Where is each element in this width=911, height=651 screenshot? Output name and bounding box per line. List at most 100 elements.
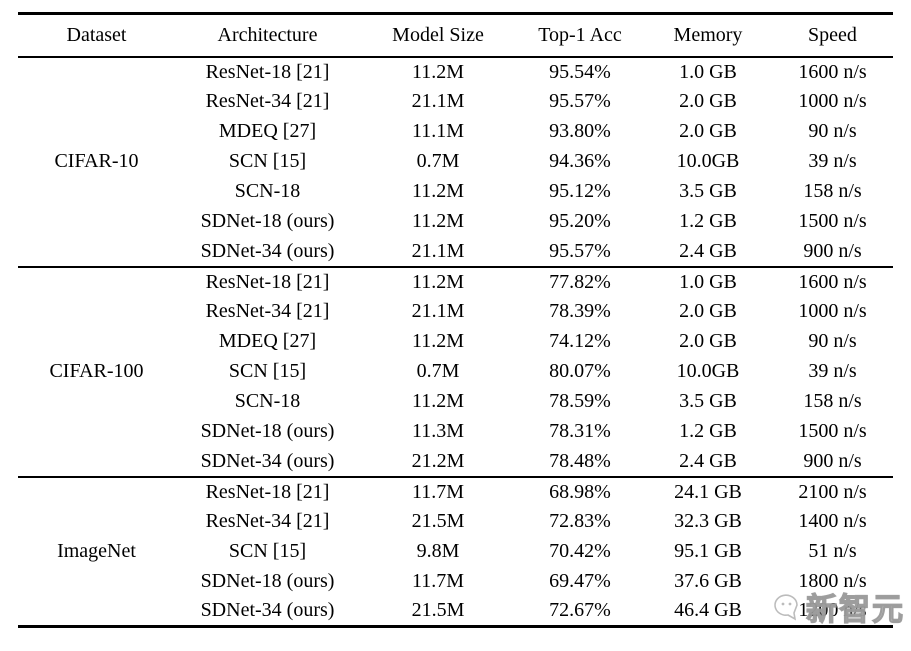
cell-top1-acc: 93.80% [549,120,611,142]
cell-memory: 2.0 GB [679,120,737,142]
table-row: SCN [15] 0.7M 80.07% 10.0GB 39 n/s [18,357,893,387]
table-row: MDEQ [27] 11.2M 74.12% 2.0 GB 90 n/s [18,327,893,357]
cell-memory: 37.6 GB [674,570,742,592]
cell-model-size: 11.2M [411,180,465,202]
cell-memory: 3.5 GB [679,180,737,202]
cell-top1-acc: 78.48% [549,449,611,472]
cell-architecture: SCN [15] [228,150,307,172]
table-header: Dataset Architecture Model Size Top-1 Acc Me… [18,13,893,58]
cell-architecture: SCN [15] [228,360,307,382]
table-row: ResNet-34 [21] 21.5M 72.83% 32.3 GB 1400 n/s [18,507,893,537]
cell-model-size: 11.2M [411,390,465,412]
cell-top1-acc: 70.42% [549,540,611,562]
cell-model-size: 11.7M [411,570,465,592]
cell-model-size: 21.1M [411,239,465,262]
cell-architecture: ResNet-34 [21] [205,300,330,322]
table-row: SCN [15] 0.7M 94.36% 10.0GB 39 n/s [18,147,893,177]
cell-architecture: SDNet-34 (ours) [200,239,335,262]
cell-architecture: SDNet-18 (ours) [200,570,335,592]
cell-memory: 95.1 GB [674,540,742,562]
table-row: MDEQ [27] 11.1M 93.80% 2.0 GB 90 n/s [18,117,893,147]
table-row: ResNet-34 [21] 21.1M 78.39% 2.0 GB 1000 n/s [18,297,893,327]
cell-memory: 3.5 GB [679,390,737,412]
cell-architecture: SCN-18 [234,390,301,412]
cell-memory: 24.1 GB [644,475,772,507]
cell-speed: 1200 n/s [798,599,867,622]
dataset-label: CIFAR-100 [18,265,175,477]
cell-architecture: MDEQ [27] [218,330,317,352]
section-cifar-100: CIFAR-100 ResNet-18 [21] 11.2M 77.82% 1.0 GB… [18,265,893,477]
cell-top1-acc: 94.36% [549,150,611,172]
cell-memory: 2.4 GB [679,239,737,262]
table-row: CIFAR-100 ResNet-18 [21] 11.2M 77.82% 1.0 GB… [18,265,893,477]
cell-speed: 39 n/s [808,360,857,382]
cell-model-size: 11.2M [411,210,465,232]
table-row: SCN-18 11.2M 78.59% 3.5 GB 158 n/s [18,387,893,417]
cell-speed: 1000 n/s [798,300,867,322]
cell-memory: 2.0 GB [679,300,737,322]
cell-model-size: 11.2M [411,330,465,352]
table-row: SDNet-18 (ours) 11.2M 95.20% 1.2 GB 1500 n/s [18,207,893,237]
table-row: SDNet-34 (ours) 21.1M 95.57% 2.4 GB 900 n/s [18,237,893,267]
cell-memory: 10.0GB [676,150,740,172]
cell-speed: 1000 n/s [798,90,867,112]
cell-model-size: 0.7M [416,360,460,382]
cell-top1-acc: 74.12% [549,330,611,352]
cell-memory: 1.2 GB [679,210,737,232]
cell-top1-acc: 69.47% [549,570,611,592]
column-header-speed: Speed [772,13,893,58]
cell-top1-acc: 72.67% [549,599,611,622]
cell-top1-acc: 95.20% [549,210,611,232]
cell-speed: 51 n/s [808,540,857,562]
cell-memory: 1.0 GB [644,265,772,297]
cell-architecture: SDNet-18 (ours) [200,210,335,232]
table-header-row: Dataset Architecture Model Size Top-1 Acc Me… [18,13,893,58]
cell-model-size: 21.1M [411,90,465,112]
table-row: SDNet-18 (ours) 11.3M 78.31% 1.2 GB 1500 n/s [18,417,893,447]
cell-architecture: ResNet-18 [21] [175,475,360,507]
cell-model-size: 9.8M [416,540,460,562]
cell-model-size: 21.2M [411,449,465,472]
cell-speed: 1500 n/s [798,210,867,232]
table-row: SCN [15] 9.8M 70.42% 95.1 GB 51 n/s [18,537,893,567]
cell-speed: 1600 n/s [798,60,867,83]
cell-model-size: 11.7M [360,475,516,507]
cell-model-size: 11.3M [411,420,465,442]
cell-memory: 46.4 GB [674,599,742,622]
cell-memory: 10.0GB [676,360,740,382]
cell-top1-acc: 72.83% [549,510,611,532]
cell-architecture: SCN-18 [234,180,301,202]
cell-model-size: 11.2M [360,265,516,297]
dataset-label: ImageNet [18,475,175,627]
cell-memory: 2.0 GB [679,90,737,112]
column-header-architecture: Architecture [175,13,360,58]
cell-top1-acc: 95.54% [549,60,611,83]
cell-top1-acc: 95.57% [549,239,611,262]
section-imagenet: ImageNet ResNet-18 [21] 11.7M 68.98% 24.1 GB… [18,475,893,627]
cell-architecture: SDNet-34 (ours) [200,449,335,472]
cell-speed: 2100 n/s [772,475,893,507]
cell-model-size: 11.1M [411,120,465,142]
cell-speed: 158 n/s [803,390,862,412]
table-row: SCN-18 11.2M 95.12% 3.5 GB 158 n/s [18,177,893,207]
cell-memory: 2.0 GB [679,330,737,352]
cell-model-size: 21.5M [411,599,465,622]
table-row: ImageNet ResNet-18 [21] 11.7M 68.98% 24.1 GB… [18,475,893,627]
results-table: Dataset Architecture Model Size Top-1 Acc Me… [18,12,893,628]
cell-model-size: 21.5M [411,510,465,532]
cell-speed: 900 n/s [803,239,862,262]
cell-top1-acc: 95.57% [549,90,611,112]
column-header-memory: Memory [644,13,772,58]
cell-memory: 32.3 GB [674,510,742,532]
cell-speed: 1500 n/s [798,420,867,442]
cell-architecture: SCN [15] [228,540,307,562]
cell-speed: 39 n/s [808,150,857,172]
cell-top1-acc: 78.31% [549,420,611,442]
cell-top1-acc: 68.98% [516,475,644,507]
cell-speed: 90 n/s [808,120,857,142]
cell-model-size: 21.1M [411,300,465,322]
dataset-label: CIFAR-10 [54,150,139,172]
cell-architecture: MDEQ [27] [218,120,317,142]
cell-architecture: ResNet-34 [21] [205,90,330,112]
